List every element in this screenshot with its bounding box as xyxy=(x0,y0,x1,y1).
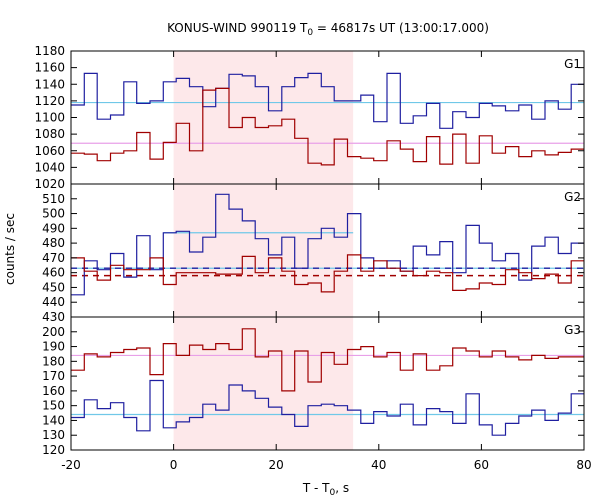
g2-y-tick-label: 430 xyxy=(42,310,65,324)
panels-layer xyxy=(71,51,584,450)
x-tick-label: 20 xyxy=(269,458,284,472)
g3-y-tick-label: 120 xyxy=(42,443,65,457)
g3-y-tick-label: 170 xyxy=(42,369,65,383)
g1-y-tick-label: 1140 xyxy=(34,77,65,91)
x-tick-label: 40 xyxy=(371,458,386,472)
g1-series-blue xyxy=(71,72,584,129)
g2-y-tick-label: 470 xyxy=(42,251,65,265)
g1-panel-label: G1 xyxy=(564,57,581,71)
g1-y-tick-label: 1160 xyxy=(34,61,65,75)
g1-y-tick-label: 1020 xyxy=(34,177,65,191)
g3-series-red xyxy=(71,328,584,392)
g3-y-tick-label: 180 xyxy=(42,354,65,368)
g3-panel-label: G3 xyxy=(564,323,581,337)
g1-y-tick-label: 1120 xyxy=(34,94,65,108)
x-tick-label: 60 xyxy=(474,458,489,472)
g3-y-tick-label: 150 xyxy=(42,399,65,413)
g2-y-tick-label: 490 xyxy=(42,221,65,235)
g1-highlight-region xyxy=(173,51,354,184)
g1-y-tick-label: 1060 xyxy=(34,144,65,158)
g2-panel-label: G2 xyxy=(564,190,581,204)
g2-y-tick-label: 440 xyxy=(42,295,65,309)
g1-y-tick-label: 1100 xyxy=(34,111,65,125)
g2-y-tick-label: 450 xyxy=(42,280,65,294)
g3-highlight-region xyxy=(173,317,354,450)
g2-series-blue xyxy=(71,193,584,296)
x-tick-label: -20 xyxy=(61,458,81,472)
g2-y-tick-label: 500 xyxy=(42,207,65,221)
g2-y-tick-label: 460 xyxy=(42,266,65,280)
g2-series-red xyxy=(71,254,584,293)
x-tick-label: 0 xyxy=(170,458,178,472)
g3-series-blue xyxy=(71,379,584,436)
g2-y-tick-label: 480 xyxy=(42,236,65,250)
g1-y-tick-label: 1080 xyxy=(34,127,65,141)
g3-y-tick-label: 160 xyxy=(42,384,65,398)
g3-y-tick-label: 130 xyxy=(42,428,65,442)
g3-panel-frame xyxy=(70,316,585,451)
y-axis-title: counts / sec xyxy=(3,213,17,285)
g2-y-tick-label: 510 xyxy=(42,192,65,206)
g3-y-tick-label: 200 xyxy=(42,325,65,339)
g1-y-tick-label: 1040 xyxy=(34,160,65,174)
axes-layer: 1020 1040 1060 1080 1100 1120 1140 1160 1180 G1 43… xyxy=(34,44,591,472)
chart-title: KONUS-WIND 990119 T0 = 46817s UT (13:00:… xyxy=(167,21,489,38)
g1-series-red xyxy=(71,87,584,166)
x-tick-label: 80 xyxy=(576,458,591,472)
g3-y-tick-label: 190 xyxy=(42,340,65,354)
g2-highlight-region xyxy=(173,184,354,317)
g3-y-tick-label: 140 xyxy=(42,413,65,427)
g1-y-tick-label: 1180 xyxy=(34,44,65,58)
x-axis-title: T - T0, s xyxy=(302,481,349,498)
